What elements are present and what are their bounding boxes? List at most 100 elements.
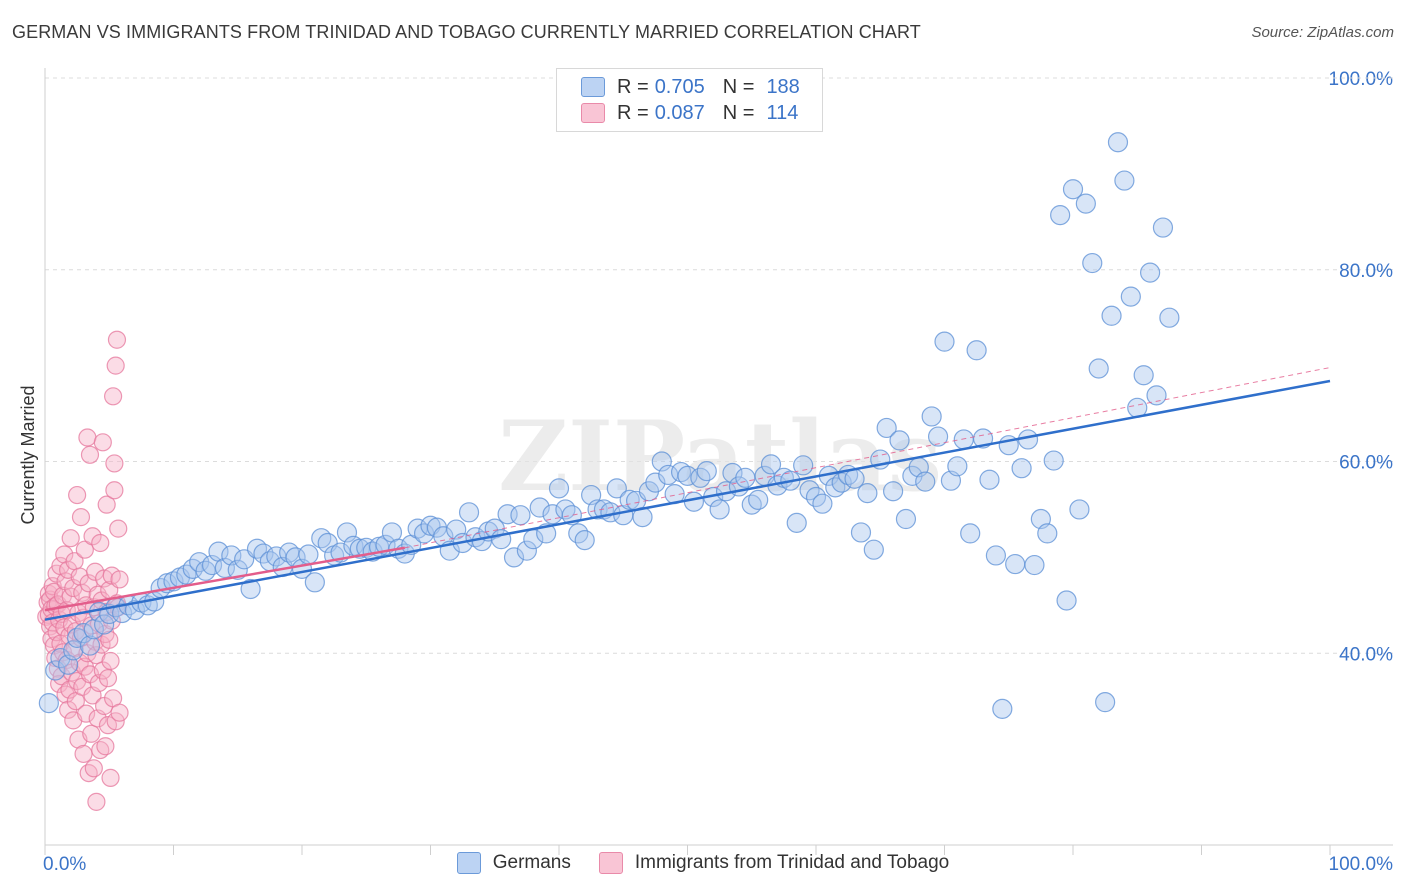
point-trinidad xyxy=(77,704,96,723)
y-tick-label: 80.0% xyxy=(1339,261,1393,282)
source-label: Source: ZipAtlas.com xyxy=(1251,24,1394,41)
point-germans xyxy=(760,454,782,475)
legend-swatch-pink xyxy=(598,852,623,874)
point-germans xyxy=(1069,499,1090,520)
point-trinidad xyxy=(104,387,123,406)
point-trinidad xyxy=(101,768,120,787)
point-germans xyxy=(510,505,531,526)
point-germans xyxy=(889,430,910,451)
point-germans xyxy=(548,478,570,499)
legend-r-value: 0.087 xyxy=(654,101,705,124)
series-trinidad xyxy=(37,330,129,811)
point-germans xyxy=(1062,179,1084,200)
point-germans xyxy=(748,489,769,510)
point-germans xyxy=(446,519,467,540)
point-germans xyxy=(921,406,942,427)
point-germans xyxy=(555,499,576,520)
point-germans xyxy=(1050,205,1071,226)
legend-swatch-blue xyxy=(456,852,481,874)
x-tick-label-max: 100.0% xyxy=(1329,854,1394,875)
point-germans xyxy=(850,522,872,543)
point-germans xyxy=(606,478,627,499)
point-trinidad xyxy=(98,669,118,688)
legend-n-value: 188 xyxy=(766,75,800,98)
point-germans xyxy=(63,640,84,661)
point-trinidad xyxy=(91,533,110,553)
point-germans xyxy=(709,499,730,520)
point-germans xyxy=(953,429,974,450)
legend-label-germans: Germans xyxy=(492,852,571,873)
point-germans xyxy=(1037,523,1058,544)
point-trinidad xyxy=(80,445,100,464)
point-germans xyxy=(1088,358,1109,379)
point-trinidad xyxy=(105,481,124,500)
point-germans xyxy=(516,540,537,561)
point-germans xyxy=(683,491,705,512)
point-germans xyxy=(298,544,319,565)
point-germans xyxy=(227,559,248,580)
point-germans xyxy=(1133,365,1154,386)
point-germans xyxy=(574,530,595,551)
legend-row-trinidad: R = 0.087 N = 114 xyxy=(581,101,798,125)
point-trinidad xyxy=(110,570,129,589)
point-germans xyxy=(786,512,807,533)
point-trinidad xyxy=(106,712,125,731)
point-germans xyxy=(1056,590,1077,611)
point-germans xyxy=(587,499,608,520)
legend-n-value: 114 xyxy=(766,101,799,124)
point-germans xyxy=(947,456,968,477)
point-trinidad xyxy=(110,703,129,722)
point-germans xyxy=(1159,307,1180,328)
point-germans xyxy=(863,539,884,560)
point-germans xyxy=(966,340,987,361)
x-tick-label-min: 0.0% xyxy=(43,854,86,875)
y-axis-label: Currently Married xyxy=(18,385,38,524)
point-trinidad xyxy=(97,495,116,514)
point-germans xyxy=(1101,305,1122,326)
point-germans xyxy=(38,693,59,714)
point-germans xyxy=(1075,193,1096,214)
legend-swatch-pink xyxy=(581,103,605,123)
point-trinidad xyxy=(78,428,97,447)
trendline-trinidad-extension xyxy=(404,367,1331,549)
point-trinidad xyxy=(87,792,106,811)
y-tick-label: 60.0% xyxy=(1339,453,1393,474)
point-germans xyxy=(94,614,115,635)
point-germans xyxy=(1152,217,1174,238)
point-germans xyxy=(1146,385,1167,406)
point-trinidad xyxy=(93,433,112,452)
point-germans xyxy=(934,331,955,352)
legend-r-label: R = xyxy=(617,75,649,98)
point-germans xyxy=(812,493,833,514)
legend-label-trinidad: Immigrants from Trinidad and Tobago xyxy=(634,852,950,873)
stats-legend: R = 0.705 N = 188 R = 0.087 N = 114 xyxy=(556,68,823,132)
point-germans xyxy=(876,417,897,439)
point-trinidad xyxy=(84,759,103,778)
point-germans xyxy=(79,635,101,656)
legend-n-label: N = xyxy=(722,101,755,124)
point-germans xyxy=(1114,170,1135,191)
legend-item-germans: Germans xyxy=(456,852,571,874)
point-germans xyxy=(992,698,1013,719)
point-trinidad xyxy=(96,737,115,756)
point-germans xyxy=(979,469,1000,490)
chart-title: GERMAN VS IMMIGRANTS FROM TRINIDAD AND T… xyxy=(12,22,921,42)
trendline-trinidad xyxy=(44,546,406,612)
point-germans xyxy=(927,426,949,447)
point-germans xyxy=(1120,286,1141,307)
point-germans xyxy=(1139,262,1161,283)
point-germans xyxy=(619,489,640,510)
point-germans xyxy=(73,623,94,644)
legend-r-label: R = xyxy=(617,101,649,124)
point-germans xyxy=(722,462,743,484)
point-germans xyxy=(1005,553,1026,575)
legend-swatch-blue xyxy=(581,77,605,97)
point-trinidad xyxy=(101,651,120,671)
point-trinidad xyxy=(105,454,124,473)
point-trinidad xyxy=(100,630,119,649)
point-germans xyxy=(915,471,936,492)
point-germans xyxy=(458,502,480,523)
point-trinidad xyxy=(71,508,91,527)
point-germans xyxy=(651,451,672,472)
